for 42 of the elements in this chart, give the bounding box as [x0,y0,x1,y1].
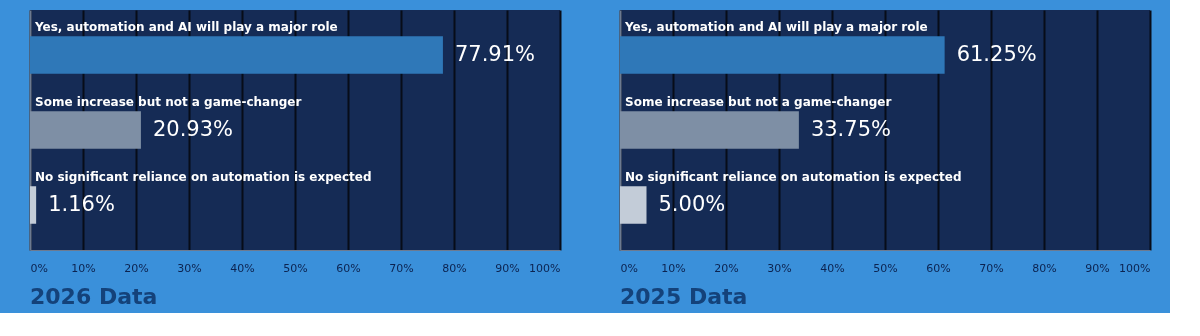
data-label: 77.91% [454,42,535,66]
bar [620,186,647,224]
bar [620,111,799,149]
bar [30,186,37,224]
data-label: 33.75% [810,117,891,141]
x-tick-label: 60% [926,261,951,275]
bar [620,36,945,74]
text: 2025 Data [620,284,748,309]
y-tick-label: No significant reliance on automation is expected [625,170,962,184]
y-tick-label: Some increase but not a game-changer [35,95,302,109]
x-tick-label: 40% [820,261,845,275]
data-label: 20.93% [152,117,234,141]
y-tick-label: Some increase but not a game-changer [625,95,892,109]
data-label: 61.25% [956,42,1037,66]
x-tick-label: 90% [1085,261,1110,275]
x-tick-label: 30% [767,261,792,275]
x-tick-label: 70% [979,261,1004,275]
x-tick-label: 80% [1032,261,1057,275]
x-tick-label: 0% [30,261,48,275]
y-tick-label: Yes, automation and AI will play a major role [34,20,338,34]
y-tick-label: Yes, automation and AI will play a major role [624,20,928,34]
x-tick-label: 100% [1119,261,1151,275]
x-tick-label: 50% [283,261,308,275]
x-tick-label: 40% [230,261,255,275]
text: 2026 Data [30,284,158,309]
x-tick-label: 10% [661,261,686,275]
x-tick-label: 80% [442,261,467,275]
x-tick-label: 50% [873,261,898,275]
bar [30,111,141,149]
x-tick-label: 20% [714,261,739,275]
data-label: 5.00% [658,192,726,216]
x-tick-label: 20% [124,261,149,275]
x-tick-label: 0% [620,261,638,275]
data-label: 1.16% [48,192,115,216]
bar [30,36,443,74]
x-tick-label: 10% [71,261,96,275]
x-tick-label: 30% [177,261,202,275]
y-tick-label: No significant reliance on automation is expected [35,170,372,184]
x-tick-label: 100% [529,261,561,275]
x-tick-label: 60% [336,261,361,275]
x-tick-label: 90% [495,261,520,275]
x-tick-label: 70% [389,261,414,275]
